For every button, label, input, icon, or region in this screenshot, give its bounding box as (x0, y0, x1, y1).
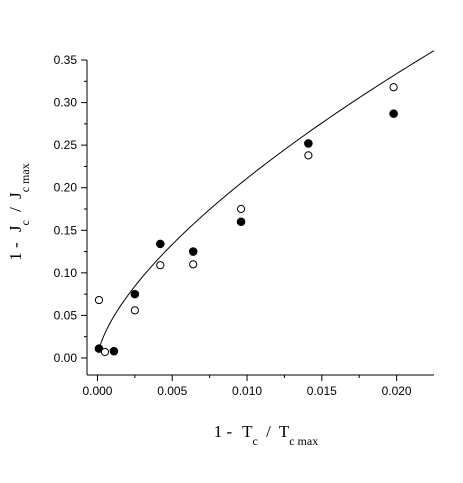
open-point (189, 260, 198, 269)
x-axis-title: 1 - Tc / Tc max (214, 422, 318, 449)
filled-point (109, 346, 119, 356)
filled-point (130, 289, 140, 299)
y-tick-label: 0.25 (54, 138, 78, 152)
x-ticks: 0.000 0.005 0.010 0.015 0.020 (82, 375, 412, 398)
filled-point (389, 109, 398, 118)
data-marks (94, 50, 435, 357)
x-tick-label: 0.015 (307, 384, 337, 398)
y-tick-label: 0.05 (54, 308, 78, 322)
filled-point (304, 139, 313, 148)
filled-point (188, 247, 198, 256)
filled-point (155, 239, 165, 249)
open-point (156, 261, 165, 270)
y-axis-title: 1 - Jc / Jc max (6, 163, 33, 260)
open-point (130, 306, 139, 315)
x-tick-label: 0.010 (232, 384, 262, 398)
y-tick-label: 0.35 (54, 53, 78, 67)
y-tick-label: 0.00 (54, 351, 78, 365)
open-point (94, 295, 104, 305)
plot-axes (86, 60, 434, 376)
y-tick-label: 0.10 (54, 266, 78, 280)
filled-point (236, 217, 246, 227)
y-ticks: 0.00 0.05 0.10 0.15 0.20 0.25 0.30 0.35 (54, 53, 87, 365)
y-tick-label: 0.20 (54, 181, 78, 195)
fit-curve (99, 50, 435, 345)
open-point (389, 83, 398, 92)
open-point (100, 347, 110, 357)
y-tick-label: 0.30 (54, 96, 78, 110)
x-tick-label: 0.000 (82, 384, 112, 398)
x-tick-label: 0.020 (382, 384, 412, 398)
open-point (304, 151, 313, 160)
x-tick-label: 0.005 (157, 384, 187, 398)
open-point (236, 204, 246, 214)
y-tick-label: 0.15 (54, 223, 78, 237)
